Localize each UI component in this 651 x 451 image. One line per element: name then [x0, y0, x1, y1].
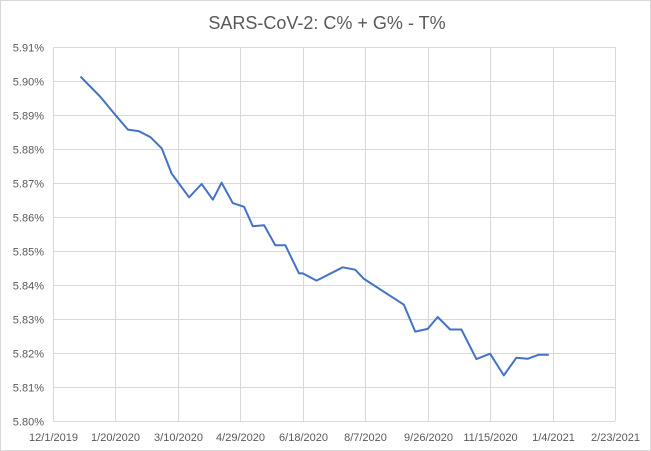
y-tick-label: 5.87%	[13, 179, 44, 191]
x-axis-tick-labels: 12/1/2019 1/20/2020 3/10/2020 4/29/2020 6/18…	[29, 432, 640, 444]
x-tick-label: 8/7/2020	[344, 432, 387, 444]
x-tick-label: 1/4/2021	[532, 432, 575, 444]
y-tick-label: 5.81%	[13, 383, 44, 395]
gridlines	[53, 47, 616, 422]
x-tick-label: 6/18/2020	[279, 432, 328, 444]
y-tick-label: 5.83%	[13, 315, 44, 327]
x-tick-label: 2/23/2021	[591, 432, 640, 444]
y-axis-tick-labels: 5.80% 5.81% 5.82% 5.83% 5.84% 5.85% 5.86% 5.87%…	[13, 43, 44, 429]
y-tick-label: 5.91%	[13, 43, 44, 55]
series-line	[79, 75, 549, 377]
x-tick-label: 12/1/2019	[29, 432, 78, 444]
series-group	[79, 75, 549, 377]
chart-title: SARS-CoV-2: C% + G% - T%	[208, 13, 445, 33]
y-tick-label: 5.86%	[13, 213, 44, 225]
y-tick-label: 5.82%	[13, 349, 44, 361]
y-tick-label: 5.84%	[13, 281, 44, 293]
x-tick-label: 4/29/2020	[216, 432, 265, 444]
y-tick-label: 5.85%	[13, 247, 44, 259]
y-tick-label: 5.88%	[13, 145, 44, 157]
y-tick-label: 5.90%	[13, 77, 44, 89]
x-tick-label: 11/15/2020	[463, 432, 517, 444]
x-tick-label: 1/20/2020	[91, 432, 140, 444]
y-tick-label: 5.89%	[13, 111, 44, 123]
y-tick-label: 5.80%	[13, 417, 44, 429]
x-tick-label: 9/26/2020	[404, 432, 453, 444]
x-tick-label: 3/10/2020	[154, 432, 203, 444]
